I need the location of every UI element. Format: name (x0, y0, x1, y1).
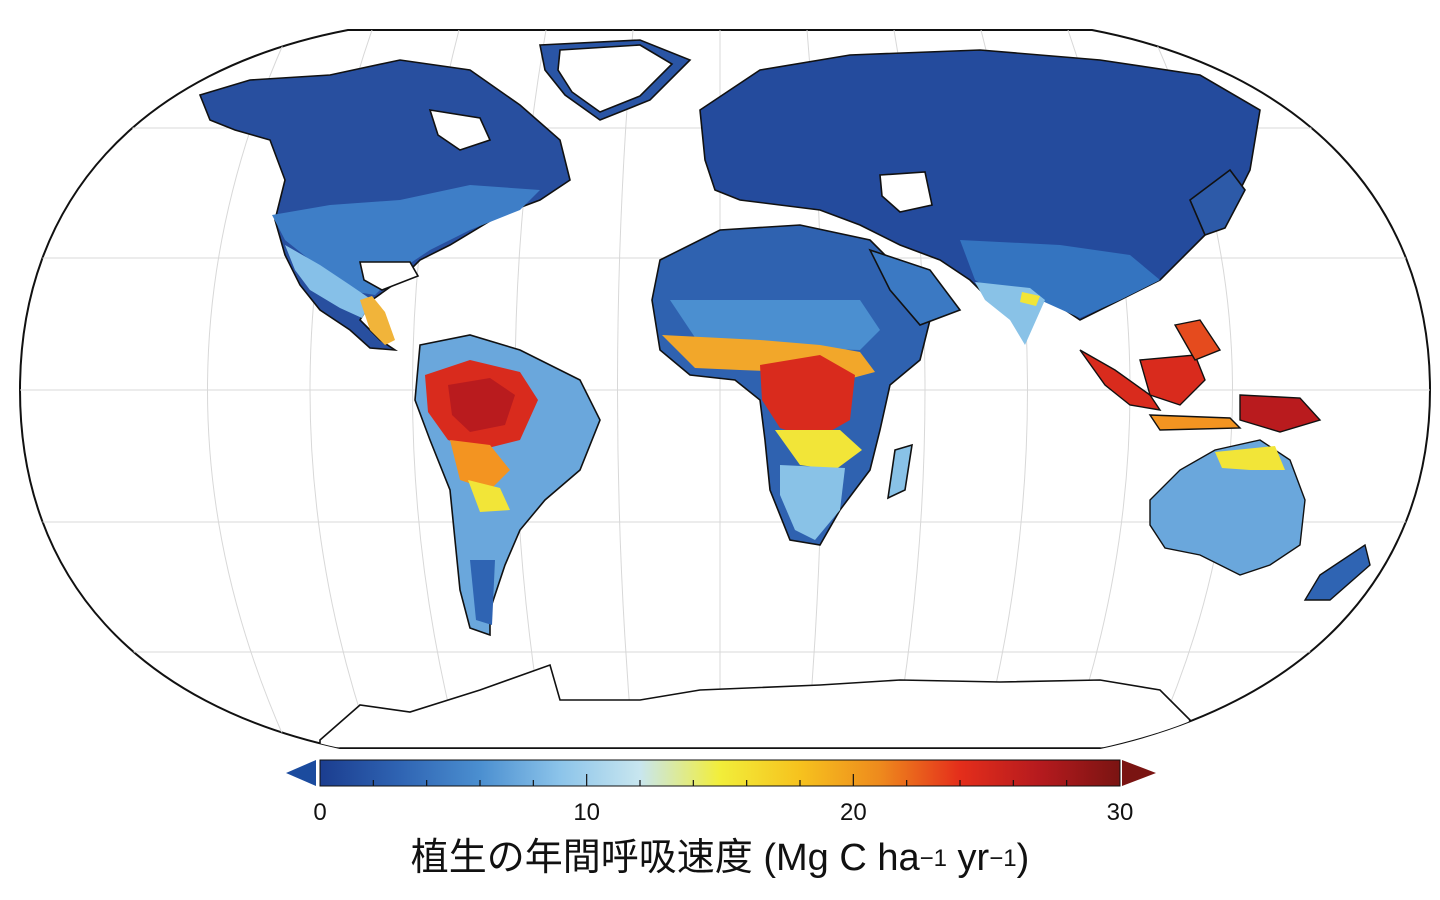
africa-landmass (651, 224, 962, 546)
colorbar-tick-label: 0 (313, 799, 326, 826)
unit-exponent-1: −1 (919, 845, 947, 872)
colorbar-extend-high (1122, 760, 1156, 786)
south-america-landmass (414, 334, 601, 637)
colorbar-extend-low (286, 760, 316, 786)
north-america-landmass (198, 39, 692, 352)
eurasia-landmass (699, 49, 1261, 345)
colorbar-tick-labels: 0 10 20 30 (313, 799, 1133, 826)
unit-open: (Mg C ha (763, 837, 920, 879)
colorbar-tick-label: 10 (573, 799, 600, 826)
colorbar-tick-label: 30 (1107, 799, 1134, 826)
unit-exponent-2: −1 (989, 845, 1017, 872)
colorbar-caption: 植生の年間呼吸速度 (Mg C ha−1 yr−1) (0, 826, 1440, 881)
unit-close: ) (1016, 837, 1030, 879)
colorbar-tick-label: 20 (840, 799, 867, 826)
unit-mid: yr (946, 837, 990, 879)
colorbar: 0 10 20 30 (286, 759, 1156, 826)
asia-pacific-landmass (1079, 319, 1371, 601)
colorbar-gradient-bar (319, 759, 1121, 787)
variable-label: 植生の年間呼吸速度 (410, 837, 753, 879)
colorbar-ticks (372, 774, 1068, 786)
